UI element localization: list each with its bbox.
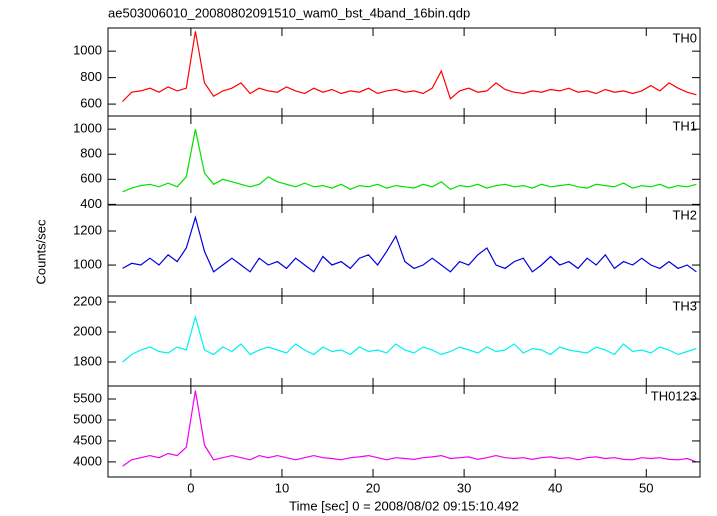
light-curve (122, 129, 697, 193)
y-tick-label: 4000 (73, 453, 102, 468)
light-curve (122, 215, 697, 273)
x-tick-label: 0 (187, 480, 194, 495)
light-curve (122, 31, 697, 102)
y-tick-label: 1000 (73, 121, 102, 136)
y-tick-label: 600 (80, 171, 102, 186)
y-tick-label: 4500 (73, 432, 102, 447)
panel-label: TH0 (672, 30, 697, 45)
panel-frame (107, 204, 701, 297)
y-tick-label: 1000 (73, 43, 102, 58)
x-tick-label: 50 (639, 480, 653, 495)
y-tick-label: 5000 (73, 411, 102, 426)
y-tick-label: 1000 (73, 256, 102, 271)
x-axis-label: Time [sec] 0 = 2008/08/02 09:15:10.492 (289, 498, 519, 513)
y-axis-label: Counts/sec (33, 219, 48, 285)
y-tick-label: 1200 (73, 222, 102, 237)
y-tick-label: 800 (80, 69, 102, 84)
panel-label: TH0123 (651, 388, 697, 403)
y-tick-label: 2000 (73, 323, 102, 338)
x-tick-label: 40 (548, 480, 562, 495)
y-tick-label: 600 (80, 96, 102, 111)
panel-frame (107, 115, 701, 206)
panel-label: TH1 (672, 118, 697, 133)
panel-label: TH2 (672, 207, 697, 222)
panel-label: TH3 (672, 298, 697, 313)
x-tick-label: 10 (275, 480, 289, 495)
light-curve (122, 314, 697, 363)
y-tick-label: 400 (80, 196, 102, 211)
light-curve (122, 390, 697, 467)
x-tick-label: 30 (457, 480, 471, 495)
y-tick-label: 1800 (73, 353, 102, 368)
x-tick-label: 20 (366, 480, 380, 495)
y-tick-label: 2200 (73, 293, 102, 308)
panel-frame (107, 385, 701, 478)
y-tick-label: 800 (80, 146, 102, 161)
y-tick-label: 5500 (73, 390, 102, 405)
chart-title: ae503006010_20080802091510_wam0_bst_4ban… (108, 5, 470, 20)
panel-frame (107, 295, 701, 387)
